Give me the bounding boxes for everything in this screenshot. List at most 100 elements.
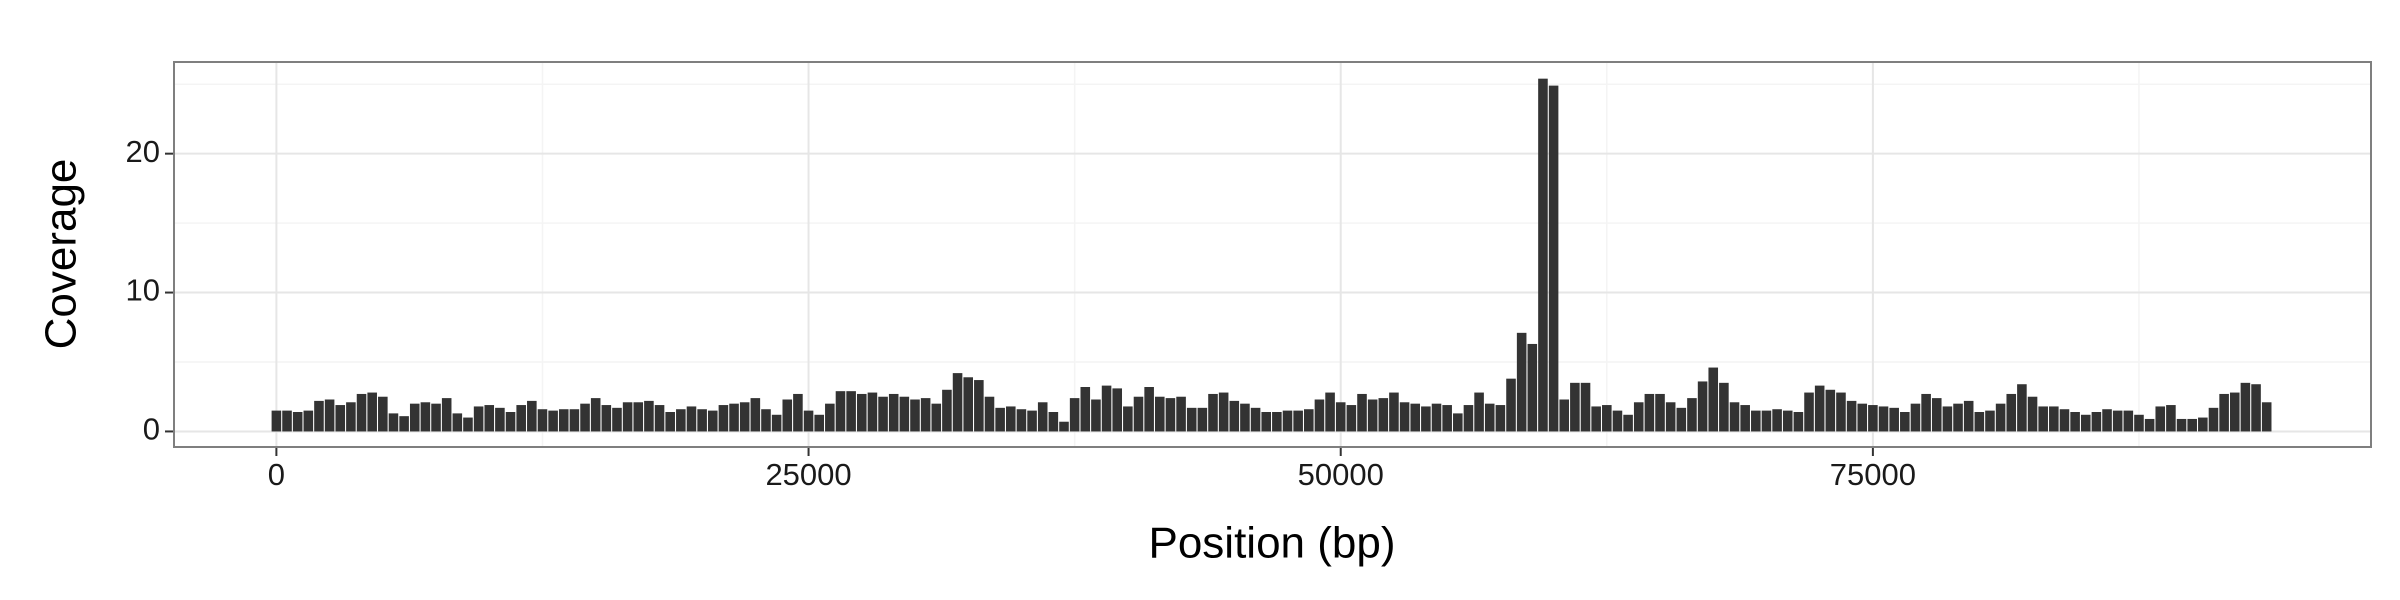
bar <box>409 403 420 432</box>
bar <box>697 409 707 432</box>
bar <box>1527 343 1538 432</box>
bar <box>569 409 580 432</box>
x-tick-label: 0 <box>268 457 285 492</box>
bar <box>1687 398 1697 432</box>
bar <box>399 416 409 432</box>
bar <box>346 402 356 432</box>
bar <box>1974 412 1985 432</box>
bar <box>601 405 612 432</box>
bar <box>1314 399 1325 432</box>
y-tick-label: 20 <box>126 134 160 169</box>
bar <box>2166 405 2176 432</box>
bar <box>1623 414 1633 432</box>
bar <box>910 399 920 432</box>
bar <box>718 405 729 432</box>
bar <box>771 414 782 432</box>
bar <box>2123 410 2134 432</box>
bar <box>537 409 548 432</box>
bar <box>1218 392 1229 432</box>
bar <box>356 393 367 432</box>
bar <box>814 414 824 432</box>
bar <box>1921 393 1931 432</box>
bar <box>1208 393 1218 432</box>
bar <box>707 410 718 432</box>
bar <box>803 410 814 432</box>
bar <box>846 391 856 432</box>
bar <box>1910 403 1921 432</box>
bar <box>2198 417 2208 432</box>
bar <box>612 407 622 432</box>
bar <box>654 405 665 432</box>
bar <box>335 405 346 432</box>
bar <box>463 417 473 432</box>
bar <box>1814 385 1825 432</box>
bar <box>1421 406 1431 432</box>
bar <box>622 402 633 432</box>
bar <box>1804 392 1814 432</box>
bar <box>1995 403 2006 432</box>
bar <box>878 396 888 432</box>
bar <box>1612 410 1623 432</box>
bar <box>431 403 441 432</box>
bar <box>1144 387 1154 432</box>
bar <box>2102 409 2112 432</box>
bar <box>2187 418 2197 432</box>
bar <box>590 398 601 432</box>
bar <box>314 400 324 432</box>
bar <box>761 409 771 432</box>
x-tick-label: 50000 <box>1298 457 1384 492</box>
bar <box>1005 406 1016 432</box>
bar <box>1304 409 1314 432</box>
bar <box>1474 392 1484 432</box>
bar <box>739 402 750 432</box>
bar <box>1091 399 1101 432</box>
bar <box>1431 403 1442 432</box>
bar <box>856 393 867 432</box>
y-axis-title: Coverage <box>37 159 86 350</box>
bar <box>686 406 697 432</box>
bar <box>2229 392 2240 432</box>
bar <box>1080 387 1091 432</box>
bar <box>1389 392 1399 432</box>
y-tick-label: 0 <box>143 412 160 447</box>
bar <box>452 413 463 432</box>
bar <box>1346 405 1357 432</box>
bar <box>676 409 686 432</box>
bar <box>292 412 303 432</box>
bar <box>1761 410 1772 432</box>
bar <box>505 412 516 432</box>
bar <box>1293 410 1303 432</box>
bar <box>367 392 377 432</box>
bar <box>1027 410 1037 432</box>
bar <box>1261 412 1272 432</box>
bar <box>942 389 952 432</box>
bar <box>516 405 526 432</box>
bar <box>2251 384 2261 432</box>
bar <box>2006 393 2017 432</box>
y-tick-label: 10 <box>126 273 160 308</box>
bar <box>1548 85 1559 432</box>
bar <box>1782 410 1793 432</box>
bar <box>1985 410 1995 432</box>
bar <box>1240 403 1250 432</box>
bar <box>1250 407 1261 432</box>
bar <box>1900 412 1910 432</box>
bar <box>1591 406 1601 432</box>
bar <box>1751 410 1761 432</box>
bar <box>2049 406 2059 432</box>
bar <box>1878 406 1889 432</box>
bar <box>388 413 399 432</box>
bar <box>782 399 793 432</box>
bar <box>1463 405 1474 432</box>
bar <box>1697 381 1708 432</box>
bar <box>1846 400 1857 432</box>
bar <box>1495 405 1506 432</box>
bar <box>2208 407 2219 432</box>
bar <box>995 407 1005 432</box>
x-tick-label: 25000 <box>765 457 851 492</box>
bar <box>2155 406 2166 432</box>
bar <box>1857 403 1868 432</box>
bar <box>867 392 878 432</box>
bar <box>1176 396 1186 432</box>
